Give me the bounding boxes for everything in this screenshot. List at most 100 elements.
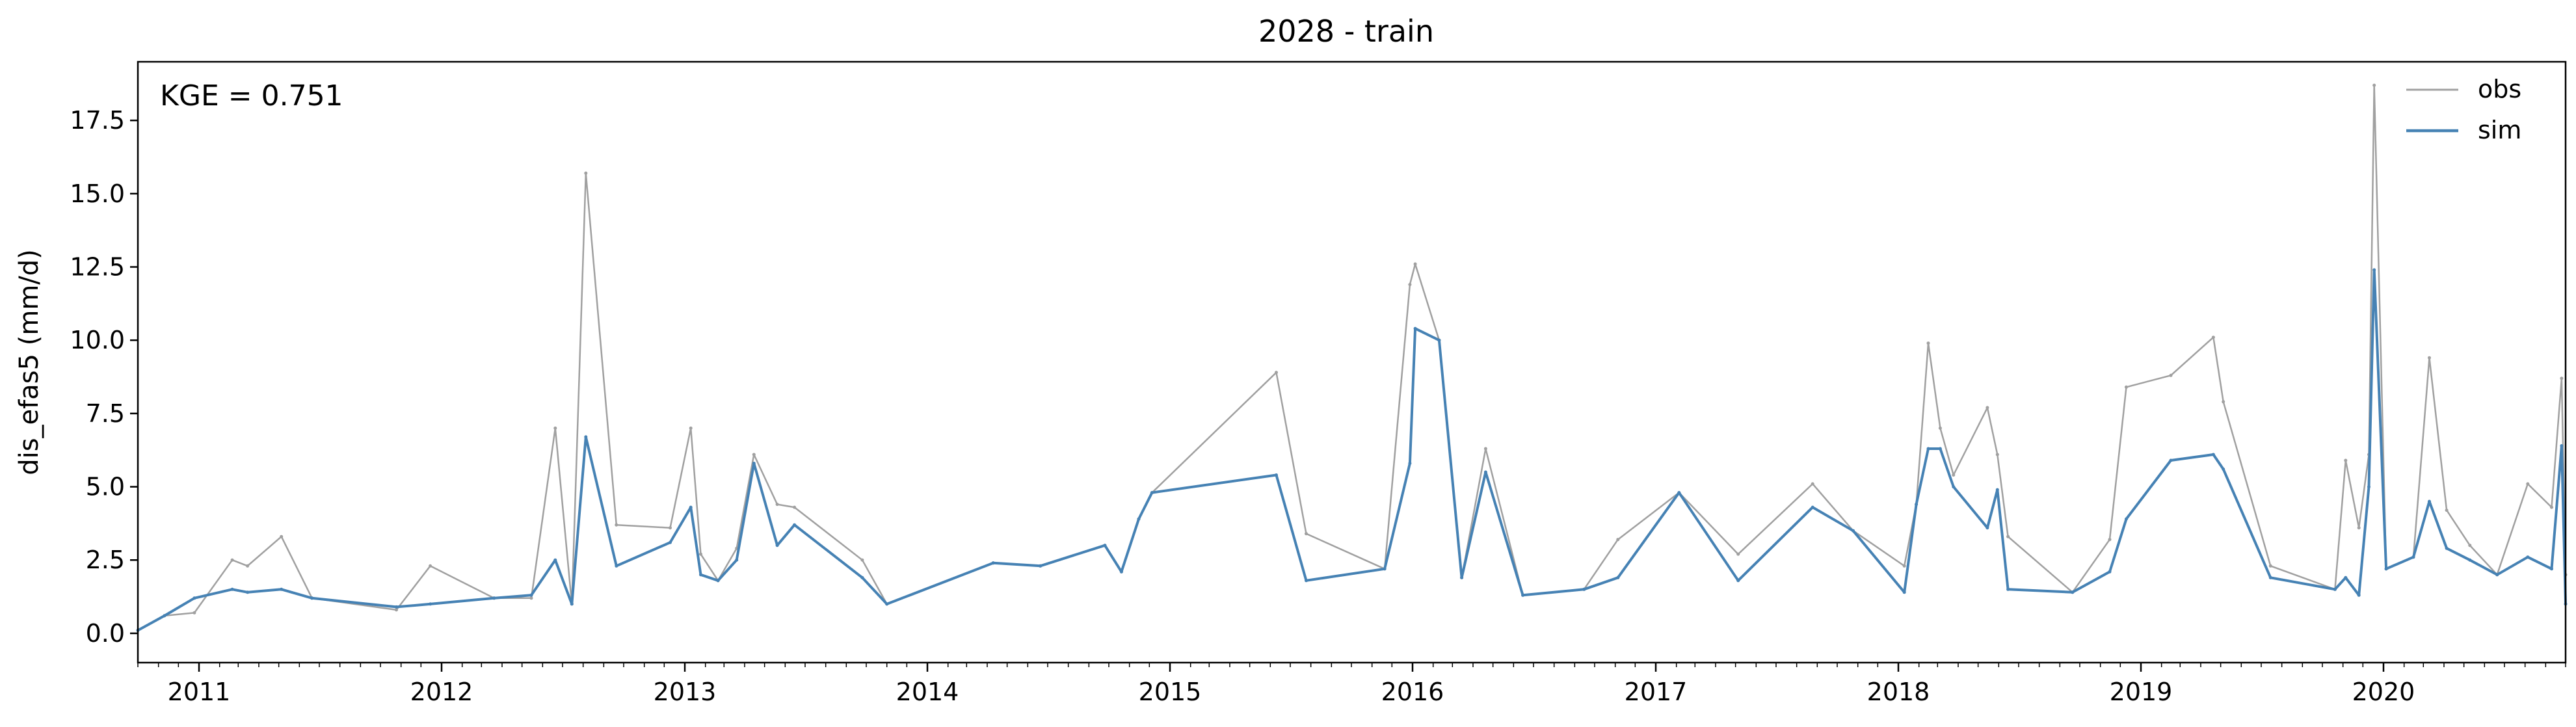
data-point-sim xyxy=(1460,575,1464,579)
data-point-sim xyxy=(2384,567,2388,571)
data-point-sim xyxy=(1677,491,1681,495)
data-point-sim xyxy=(2071,590,2075,594)
data-point-sim xyxy=(689,505,693,509)
data-point-obs xyxy=(2372,83,2376,87)
data-point-obs xyxy=(2006,535,2010,538)
data-point-obs xyxy=(1926,341,1930,345)
data-point-sim xyxy=(2411,555,2415,559)
data-point-obs xyxy=(230,558,234,562)
y-tick-label: 7.5 xyxy=(86,399,125,428)
data-point-obs xyxy=(2560,377,2564,380)
x-tick-label: 2011 xyxy=(168,678,231,706)
y-tick-label: 0.0 xyxy=(86,619,125,648)
data-point-obs xyxy=(1305,532,1308,536)
kge-annotation: KGE = 0.751 xyxy=(160,79,343,112)
data-point-obs xyxy=(2344,458,2348,462)
legend-label-sim: sim xyxy=(2478,116,2521,144)
data-point-obs xyxy=(1736,552,1740,556)
data-point-sim xyxy=(2367,485,2370,489)
data-point-obs xyxy=(584,171,588,175)
x-tick-label: 2018 xyxy=(1867,678,1930,706)
data-point-sim xyxy=(2495,573,2499,577)
data-point-obs xyxy=(1483,447,1487,451)
data-point-sim xyxy=(1103,544,1107,548)
data-point-sim xyxy=(570,602,574,606)
data-point-obs xyxy=(1902,564,1906,568)
data-point-obs xyxy=(793,505,797,509)
data-point-sim xyxy=(246,590,250,594)
data-point-sim xyxy=(1852,529,1855,533)
data-point-obs xyxy=(395,608,398,612)
data-point-sim xyxy=(230,587,234,591)
data-point-obs xyxy=(2428,356,2431,360)
data-point-sim xyxy=(1521,593,1525,597)
data-point-sim xyxy=(2468,558,2472,562)
data-point-sim xyxy=(2428,499,2431,503)
plot-area xyxy=(136,83,2568,632)
x-tick-label: 2015 xyxy=(1139,678,1202,706)
x-tick-label: 2020 xyxy=(2352,678,2415,706)
data-point-obs xyxy=(280,535,284,538)
data-point-sim xyxy=(1952,485,1956,489)
data-point-sim xyxy=(1995,488,1999,492)
data-point-obs xyxy=(669,526,672,530)
data-point-sim xyxy=(163,614,166,618)
data-point-sim xyxy=(1275,473,1278,477)
data-point-obs xyxy=(1616,538,1620,542)
data-point-sim xyxy=(2357,593,2361,597)
data-point-sim xyxy=(1413,326,1417,330)
legend-label-obs: obs xyxy=(2478,75,2521,103)
data-point-obs xyxy=(2125,385,2128,389)
data-point-sim xyxy=(699,573,702,577)
data-point-obs xyxy=(193,611,196,615)
data-point-sim xyxy=(735,558,739,562)
data-point-obs xyxy=(2211,336,2215,339)
data-point-sim xyxy=(553,558,557,562)
data-point-obs xyxy=(553,426,557,430)
data-point-sim xyxy=(669,540,672,544)
y-tick-label: 2.5 xyxy=(86,546,125,574)
data-point-sim xyxy=(1938,447,1942,451)
x-tick-label: 2013 xyxy=(654,678,717,706)
data-point-sim xyxy=(860,575,864,579)
x-tick-label: 2019 xyxy=(2110,678,2173,706)
data-point-sim xyxy=(2169,458,2173,462)
data-point-obs xyxy=(2445,509,2449,512)
data-point-sim xyxy=(1582,587,1586,591)
data-point-sim xyxy=(529,593,533,597)
x-tick-label: 2012 xyxy=(410,678,473,706)
data-point-obs xyxy=(246,564,250,568)
data-point-obs xyxy=(752,453,756,456)
data-point-sim xyxy=(2211,453,2215,456)
x-axis: 2011 2012 2013 2014 2015 2016 2017 2018 2019 2020 xyxy=(137,663,2566,706)
data-point-sim xyxy=(1137,517,1141,521)
data-point-sim xyxy=(1437,338,1441,342)
data-point-obs xyxy=(615,523,618,527)
data-point-obs xyxy=(699,552,702,556)
data-point-sim xyxy=(1915,503,1919,507)
data-point-sim xyxy=(2333,587,2337,591)
data-point-sim xyxy=(2526,555,2530,559)
data-point-sim xyxy=(716,579,720,583)
data-point-sim xyxy=(1902,590,1906,594)
y-tick-label: 5.0 xyxy=(86,473,125,501)
data-point-obs xyxy=(1938,426,1942,430)
data-point-sim xyxy=(492,596,496,600)
data-point-sim xyxy=(2006,587,2010,591)
data-point-obs xyxy=(1413,262,1417,266)
data-point-sim xyxy=(2268,575,2272,579)
data-point-sim xyxy=(2125,517,2128,521)
legend: obs sim xyxy=(2406,75,2521,144)
data-point-sim xyxy=(1985,526,1989,530)
data-point-obs xyxy=(2526,482,2530,486)
data-point-obs xyxy=(2550,505,2553,509)
series-sim xyxy=(136,268,2568,632)
data-point-sim xyxy=(584,435,588,439)
data-point-obs xyxy=(1408,283,1412,287)
y-tick-label: 12.5 xyxy=(70,253,125,282)
series-line-obs xyxy=(137,84,2567,631)
data-point-sim xyxy=(280,587,284,591)
data-point-sim xyxy=(615,564,618,568)
data-point-obs xyxy=(2357,526,2361,530)
